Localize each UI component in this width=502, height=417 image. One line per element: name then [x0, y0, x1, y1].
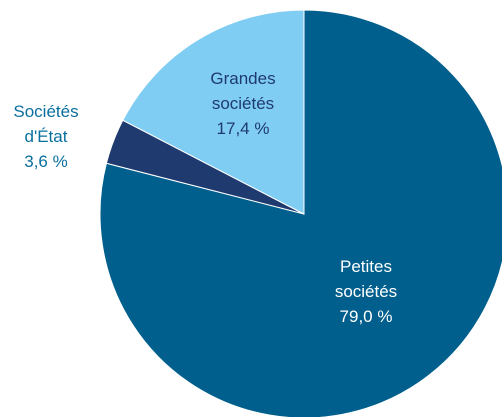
pie-slice-label-0: Petites sociétés 79,0 % [335, 257, 397, 326]
pie-slice-label-line: sociétés [335, 282, 397, 301]
pie-slice-label-line: sociétés [212, 94, 274, 113]
pie-slice-label-line: Grandes [210, 69, 275, 88]
pie-labels: Petites sociétés 79,0 % Sociétés d'État 3,6 %… [13, 69, 397, 326]
pie-slice-label-line: Sociétés [13, 102, 78, 121]
pie-slice-label-line: Petites [340, 257, 392, 276]
pie-slice-label-line: d'État [25, 127, 68, 146]
pie-slice-label-2: Grandes sociétés 17,4 % [210, 69, 275, 138]
pie-slice-label-1: Sociétés d'État 3,6 % [13, 102, 78, 171]
pie-slice-label-line: 79,0 % [340, 307, 393, 326]
pie-slice-label-line: 17,4 % [217, 119, 270, 138]
pie-slice-2 [122, 9, 305, 215]
pie-slices [99, 9, 502, 417]
pie-slice-label-line: 3,6 % [24, 152, 67, 171]
